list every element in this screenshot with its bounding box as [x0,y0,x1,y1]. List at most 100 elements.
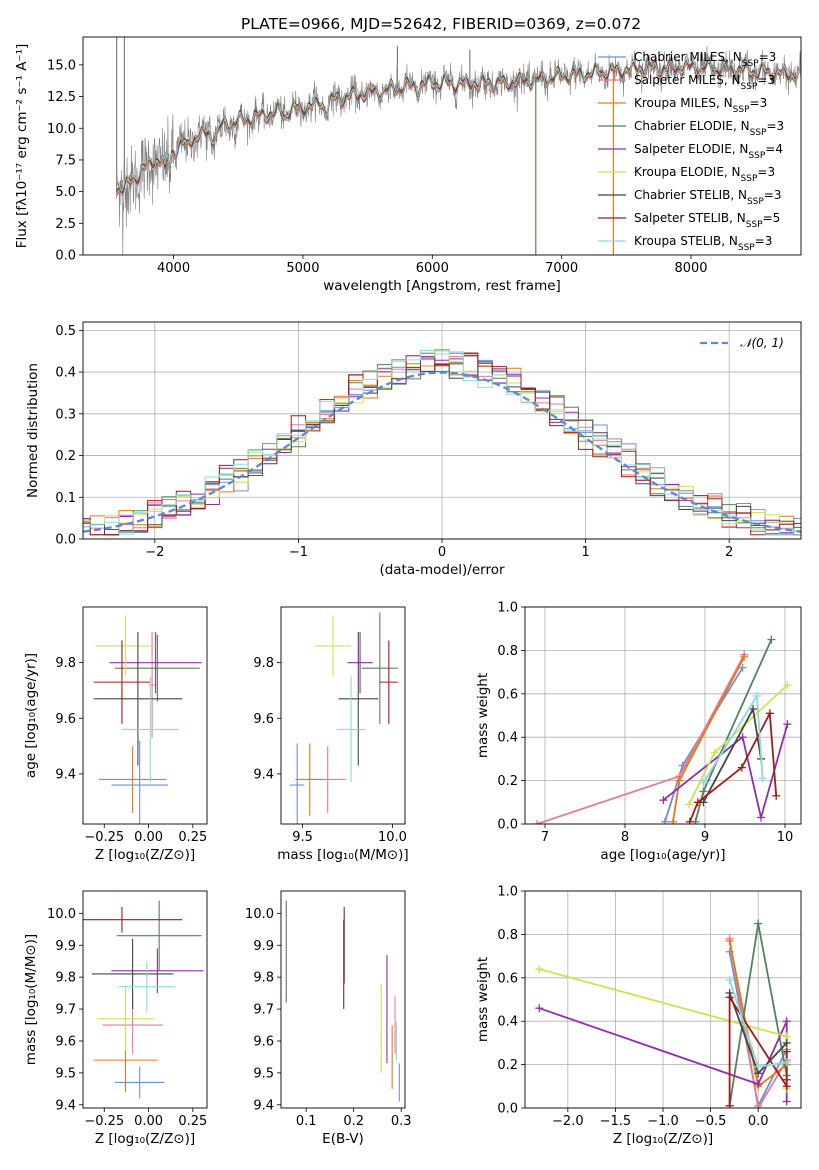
weight-vs-age-xtick-label: 9 [701,830,709,845]
residuals-frame [82,321,802,540]
mass-vs-ebv-ytick-label: 9.5 [253,1066,274,1081]
mass-vs-Z-xtick-label: 0.00 [134,1114,163,1129]
mass-vs-ebv-axes: 0.1 0.2 0.3 9.4 9.5 9.6 9.7 9.8 9.9 10.0 E(B-V) [245,907,411,1147]
age-vs-mass-ytick-label: 9.4 [253,767,274,782]
weight-vs-age-axes: 7 8 9 10 0.0 0.2 0.4 0.6 0.8 1.0 age [log₁₀(age/yr… [475,601,801,863]
mass-vs-Z-axes: −0.25 0.00 0.25 9.4 9.5 9.6 9.7 9.8 9.9 10.0 Z [lo… [23,907,207,1147]
mass-vs-ebv-xlabel: E(B-V) [322,1131,364,1147]
residuals-xtick-label: 0 [438,545,446,560]
age-vs-mass-ytick-label: 9.6 [253,712,274,727]
mass-vs-Z-frame [82,890,208,1109]
weight-vs-age-lines [533,635,792,824]
mass-vs-Z-ytick-label: 9.8 [55,971,76,986]
age-vs-Z-xtick-label: 0.00 [134,830,163,845]
spectrum-xtick-label: 4000 [157,261,190,276]
mass-vs-Z-xtick-label: 0.25 [178,1114,207,1129]
spectrum-ytick-label: 5.0 [55,185,76,200]
weight-vs-Z-ytick-label: 0.4 [497,1015,518,1030]
age-vs-Z-xlabel: Z [log₁₀(Z/Z⊙)] [95,847,195,863]
weight-vs-age-ytick-label: 1.0 [497,601,518,616]
spectrum-xtick-label: 8000 [674,261,707,276]
residuals-xtick-label: 2 [725,545,733,560]
residuals-ytick-label: 0.3 [55,407,76,422]
age-vs-Z-axes: −0.25 0.00 0.25 9.4 9.6 9.8 Z [log₁₀(Z/Z⊙)] age… [23,653,207,863]
weight-vs-Z-ytick-label: 0.0 [497,1102,518,1117]
mass-vs-ebv-ytick-label: 9.4 [253,1098,274,1113]
age-vs-Z-ylabel: age [log₁₀(age/yr)] [23,653,39,778]
spectrum-axes: 4000 5000 6000 7000 8000 0.0 2.5 5.0 7.5 10.0 12.5… [14,44,708,294]
mass-vs-ebv-xtick-label: 0.2 [343,1114,364,1129]
model-spectrum-line [116,57,799,194]
residuals-xtick-label: 1 [581,545,589,560]
age-vs-Z-xtick-label: −0.25 [84,830,124,845]
weight-vs-Z-frame [524,890,802,1109]
weight-vs-Z-ytick-label: 1.0 [497,885,518,900]
residuals-ytick-label: 0.0 [55,533,76,548]
weight-vs-age-ytick-label: 0.4 [497,731,518,746]
legend-entry: 𝒩(0, 1) [740,336,784,350]
spectrum-xtick-label: 5000 [286,261,319,276]
mass-vs-ebv-xtick-label: 0.1 [296,1114,317,1129]
mass-vs-ebv-xtick-label: 0.3 [391,1114,412,1129]
mass-vs-Z-ylabel: mass [log₁₀(M/M⊙)] [23,934,39,1065]
weight-vs-Z-xtick-label: −0.5 [695,1114,727,1129]
age-vs-mass-xlabel: mass [log₁₀(M/M⊙)] [277,847,408,863]
residuals-ylabel: Normed distribution [25,363,41,498]
mass-vs-Z-ytick-label: 9.4 [55,1098,76,1113]
spectrum-xtick-label: 7000 [545,261,578,276]
weight-vs-age-ytick-label: 0.0 [497,818,518,833]
residuals-ytick-label: 0.2 [55,449,76,464]
spectrum-ytick-label: 10.0 [47,122,76,137]
age-vs-Z-frame [82,606,208,825]
weight-vs-Z-xtick-label: 0.0 [748,1114,769,1129]
residuals-ytick-label: 0.4 [55,366,76,381]
mass-vs-Z-ytick-label: 9.9 [55,939,76,954]
mass-vs-ebv-ytick-label: 9.7 [253,1003,274,1018]
weight-vs-age-ytick-label: 0.8 [497,644,518,659]
weight-vs-Z-xtick-label: −2.0 [552,1114,584,1129]
weight-vs-Z-ytick-label: 0.6 [497,971,518,986]
mass-vs-Z-points [83,900,204,1099]
weight-series-line [728,938,788,1108]
mass-vs-Z-ytick-label: 9.6 [55,1034,76,1049]
residuals-xtick-label: −1 [289,545,308,560]
normal-reference-curve [83,371,801,533]
residual-legend: 𝒩(0, 1) [700,336,784,350]
age-vs-Z-ytick-label: 9.8 [55,656,76,671]
weight-vs-Z-xlabel: Z [log₁₀(Z/Z⊙)] [613,1131,713,1147]
mass-vs-Z-ytick-label: 9.7 [55,1003,76,1018]
weight-vs-Z-axes: −2.0 −1.5 −1.0 −0.5 0.0 0.0 0.2 0.4 0.6 0.8 1.0 Z [… [475,885,801,1147]
residuals-ytick-label: 0.5 [55,324,76,339]
age-vs-mass-axes: 9.5 10.0 9.4 9.6 9.8 mass [log₁₀(M/M⊙)] [253,656,408,863]
mass-vs-ebv-points [285,900,400,1102]
mass-vs-Z-ytick-label: 9.5 [55,1066,76,1081]
weight-vs-age-xtick-label: 7 [541,830,549,845]
weight-vs-Z-xtick-label: −1.5 [600,1114,632,1129]
age-vs-mass-xtick-label: 10.0 [378,830,407,845]
mass-vs-Z-xlabel: Z [log₁₀(Z/Z⊙)] [95,1131,195,1147]
mass-vs-ebv-ytick-label: 9.9 [253,939,274,954]
spectrum-xtick-label: 6000 [416,261,449,276]
weight-vs-Z-lines [535,919,791,1108]
residual-histogram-line [83,355,801,536]
age-vs-mass-frame [280,606,406,825]
weight-vs-age-ytick-label: 0.6 [497,687,518,702]
weight-vs-Z-xtick-label: −1.0 [647,1114,679,1129]
weight-vs-Z-ylabel: mass weight [475,957,491,1042]
age-vs-Z-points [93,615,202,824]
spectrum-ytick-label: 7.5 [55,153,76,168]
mass-vs-Z-ytick-label: 10.0 [47,907,76,922]
age-vs-mass-ytick-label: 9.8 [253,656,274,671]
spectrum-ytick-label: 2.5 [55,217,76,232]
spectrum-ytick-label: 15.0 [47,58,76,73]
mass-vs-Z-xtick-label: −0.25 [84,1114,124,1129]
mass-vs-ebv-ytick-label: 10.0 [245,907,274,922]
residuals-xtick-label: −2 [145,545,164,560]
weight-vs-age-frame [524,606,802,825]
mass-vs-ebv-frame [280,890,406,1109]
weight-vs-age-ytick-label: 0.2 [497,774,518,789]
spectrum-lines [116,37,801,255]
residual-histogram-line [83,350,801,536]
spectrum-ylabel: Flux [fλ10⁻¹⁷ erg cm⁻² s⁻¹ A⁻¹] [14,44,30,249]
